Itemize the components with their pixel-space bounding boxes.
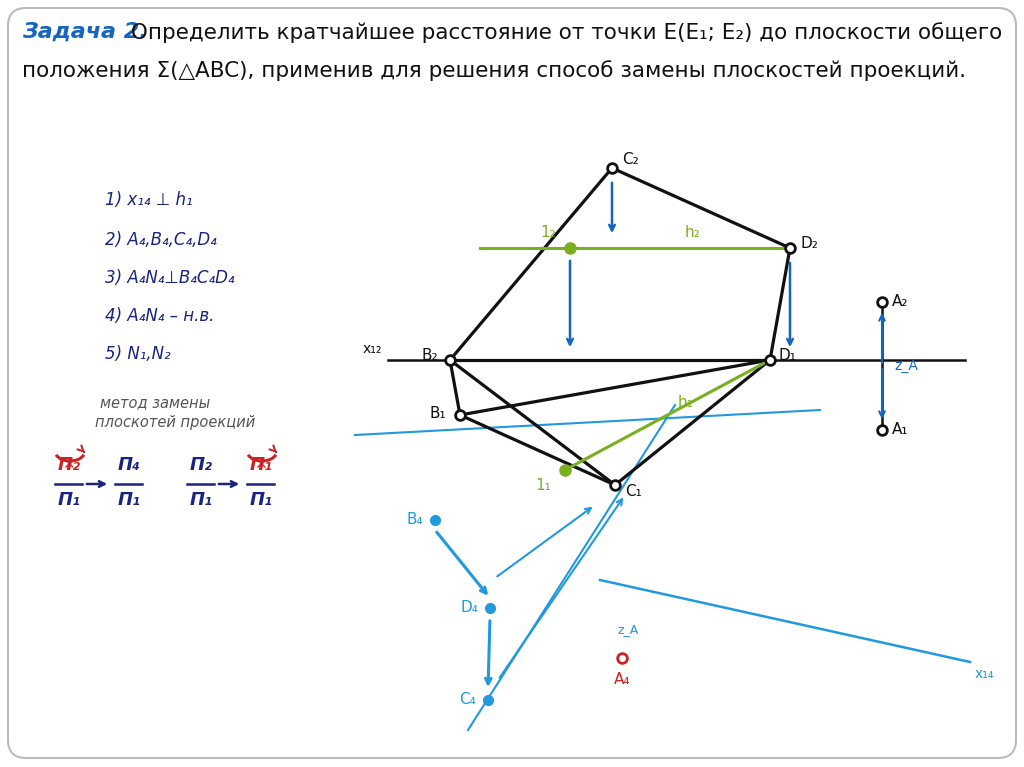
Text: A₄: A₄ — [613, 672, 630, 687]
Text: x₁₂: x₁₂ — [362, 342, 382, 356]
Text: 1) x₁₄ ⊥ h₁: 1) x₁₄ ⊥ h₁ — [105, 191, 193, 209]
Text: h₁: h₁ — [678, 395, 693, 410]
Text: h₂: h₂ — [685, 225, 700, 240]
Text: 2) A₄,B₄,C₄,D₄: 2) A₄,B₄,C₄,D₄ — [105, 231, 217, 249]
Text: A₂: A₂ — [892, 295, 908, 310]
Text: П₂: П₂ — [58, 456, 81, 474]
Text: П₂: П₂ — [190, 456, 213, 474]
Text: 1₂: 1₂ — [541, 225, 556, 240]
Text: П₁: П₁ — [190, 491, 213, 509]
Text: C₄: C₄ — [459, 693, 476, 707]
Text: П₁: П₁ — [58, 491, 81, 509]
Text: C₁: C₁ — [625, 483, 642, 499]
Text: П₄: П₄ — [118, 456, 141, 474]
Text: x₁₄: x₁₄ — [975, 667, 994, 681]
Text: 4) A₄N₄ – н.в.: 4) A₄N₄ – н.в. — [105, 307, 214, 325]
Text: z_A: z_A — [618, 624, 639, 637]
Text: A₁: A₁ — [892, 423, 908, 437]
Text: 3) A₄N₄⊥B₄C₄D₄: 3) A₄N₄⊥B₄C₄D₄ — [105, 269, 234, 287]
Text: П₁: П₁ — [250, 456, 273, 474]
Text: П₁: П₁ — [250, 491, 273, 509]
Text: 5) N₁,N₂: 5) N₁,N₂ — [105, 345, 171, 363]
Text: B₁: B₁ — [429, 406, 446, 420]
Text: B₄: B₄ — [407, 512, 423, 528]
Text: D₄: D₄ — [460, 601, 478, 615]
Text: 1₁: 1₁ — [536, 478, 551, 493]
Text: метод замены: метод замены — [100, 395, 210, 410]
Text: П₁: П₁ — [118, 491, 141, 509]
Text: Определить кратчайшее расстояние от точки E(E₁; E₂) до плоскости общего: Определить кратчайшее расстояние от точк… — [124, 22, 1002, 43]
Text: Задача 2.: Задача 2. — [22, 22, 147, 42]
Text: ✕: ✕ — [254, 457, 266, 472]
Text: B₂: B₂ — [421, 347, 438, 363]
FancyBboxPatch shape — [8, 8, 1016, 758]
Text: C₂: C₂ — [622, 153, 639, 167]
Text: z_A: z_A — [894, 359, 918, 373]
Text: D₁: D₁ — [778, 347, 796, 363]
Text: ✕: ✕ — [62, 457, 75, 472]
Text: положения Σ(△ABC), применив для решения способ замены плоскостей проекций.: положения Σ(△ABC), применив для решения … — [22, 60, 966, 81]
Text: плоскотей проекций: плоскотей проекций — [95, 415, 255, 430]
Text: D₂: D₂ — [800, 235, 818, 251]
